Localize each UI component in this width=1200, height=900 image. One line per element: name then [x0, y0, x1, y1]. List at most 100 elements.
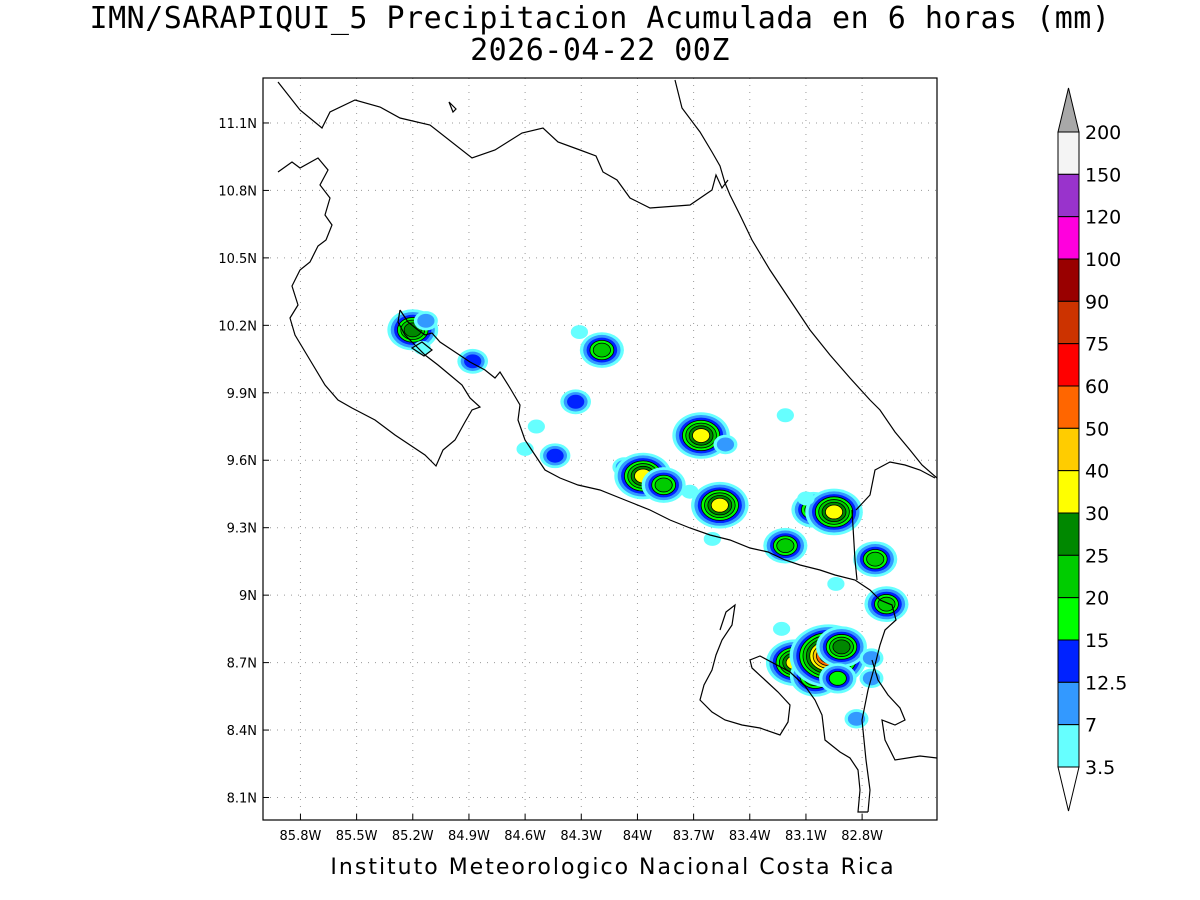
colorbar-over-triangle	[1057, 87, 1080, 133]
precip-contour	[825, 504, 844, 520]
colorbar-box	[1057, 343, 1080, 387]
precip-contour	[592, 342, 611, 358]
pacific-coast	[277, 157, 482, 468]
map-valid-time: 2026-04-22 00Z	[470, 33, 730, 68]
precip-cell	[570, 325, 589, 340]
lat-tick-label: 10.5N	[218, 252, 257, 267]
precip-cell	[816, 626, 867, 668]
footer-credit: Instituto Meteorologico Nacional Costa R…	[330, 855, 896, 880]
colorbar-label: 60	[1085, 376, 1109, 398]
precip-cell	[827, 576, 845, 591]
precip-cell	[713, 434, 738, 455]
colorbar: 3.5 7 12.5 15 20 25 30 40 50 60 75 90 100 120 150 200	[1057, 87, 1127, 812]
precip-contour	[654, 477, 673, 493]
precip-cell	[763, 527, 808, 564]
coastline	[277, 79, 937, 813]
colorbar-box	[1057, 173, 1080, 218]
colorbar-label: 100	[1085, 249, 1121, 271]
precip-cell	[681, 484, 699, 499]
precip-cell	[457, 348, 489, 374]
precip-cell	[539, 443, 571, 469]
colorbar-box	[1057, 427, 1080, 472]
precip-cell	[859, 648, 884, 668]
precip-contour	[776, 408, 794, 423]
plot-frame	[262, 77, 938, 821]
caribbean-coast	[674, 79, 937, 479]
precip-contour	[527, 419, 545, 434]
colorbar-label: 40	[1085, 461, 1109, 483]
precip-contour	[516, 442, 534, 456]
lake-nicaragua-shore	[277, 81, 729, 209]
axis-labels: 85.8W 85.5W 85.2W 84.9W 84.6W 84.3W 84W 83.7W 83…	[218, 117, 883, 844]
lon-tick-label: 84.3W	[560, 829, 602, 844]
lake-island	[448, 101, 457, 114]
colorbar-box	[1057, 681, 1080, 726]
precip-cell	[776, 408, 794, 423]
colorbar-box	[1057, 300, 1080, 345]
precip-cell	[527, 419, 545, 434]
lat-tick-label: 8.1N	[227, 792, 257, 807]
colorbar-label: 30	[1085, 503, 1109, 525]
colorbar-label: 150	[1085, 164, 1121, 186]
colorbar-label: 20	[1085, 588, 1109, 610]
colorbar-label: 200	[1085, 122, 1121, 144]
precip-contour	[681, 484, 699, 499]
precip-contour	[546, 448, 564, 463]
lat-tick-label: 10.8N	[218, 184, 257, 199]
precip-cell	[703, 531, 721, 546]
precip-contour	[710, 497, 729, 513]
lon-tick-label: 85.2W	[392, 829, 434, 844]
precip-cell	[579, 332, 624, 368]
colorbar-box	[1057, 216, 1080, 260]
nicoya-island	[410, 341, 433, 357]
precip-contour	[772, 621, 791, 636]
lat-tick-label: 11.1N	[218, 117, 257, 132]
colorbar-label: 15	[1085, 630, 1109, 652]
colorbar-box	[1057, 724, 1080, 768]
colorbar-box	[1057, 385, 1080, 429]
colorbar-under-triangle	[1057, 766, 1080, 812]
panama-border	[851, 509, 858, 581]
colorbar-label: 120	[1085, 207, 1121, 229]
precip-cell	[560, 389, 591, 415]
precip-contour	[866, 551, 885, 567]
lon-tick-label: 84.6W	[504, 829, 546, 844]
colorbar-label: 12.5	[1085, 672, 1127, 694]
lon-tick-label: 84W	[623, 829, 653, 844]
precip-cell	[691, 481, 749, 529]
lat-tick-label: 9.9N	[227, 387, 257, 402]
precip-contour	[847, 711, 866, 726]
precip-contour	[776, 538, 795, 554]
lat-tick-label: 8.4N	[227, 724, 257, 739]
precip-contour	[703, 531, 721, 546]
precip-cell	[641, 467, 686, 503]
colorbar-box	[1057, 470, 1080, 514]
precip-cell	[805, 488, 863, 536]
lon-tick-label: 83.1W	[785, 829, 827, 844]
lon-tick-label: 83.7W	[673, 829, 715, 844]
colorbar-label: 25	[1085, 545, 1109, 567]
precip-contour	[570, 325, 589, 340]
burica-coast	[871, 659, 937, 761]
lat-lon-grid	[263, 78, 937, 820]
precip-cell	[516, 442, 534, 456]
colorbar-box	[1057, 131, 1080, 175]
colorbar-label: 90	[1085, 291, 1109, 313]
lon-tick-label: 83.4W	[729, 829, 771, 844]
lat-tick-label: 9.3N	[227, 522, 257, 537]
precip-contour	[417, 313, 435, 328]
bocas-coast	[855, 461, 936, 511]
precip-cell	[844, 709, 869, 729]
lon-tick-label: 85.8W	[280, 829, 322, 844]
lat-tick-label: 9.6N	[227, 454, 257, 469]
precip-cell	[672, 412, 730, 459]
map-title: IMN/SARAPIQUI_5 Precipitacion Acumulada …	[89, 1, 1111, 36]
precipitation-field	[387, 309, 909, 729]
precip-cell	[772, 621, 791, 636]
colorbar-box	[1057, 639, 1080, 683]
colorbar-box	[1057, 554, 1080, 599]
precip-contour	[827, 576, 845, 591]
colorbar-label: 7	[1085, 715, 1097, 737]
precip-cell	[853, 541, 898, 578]
